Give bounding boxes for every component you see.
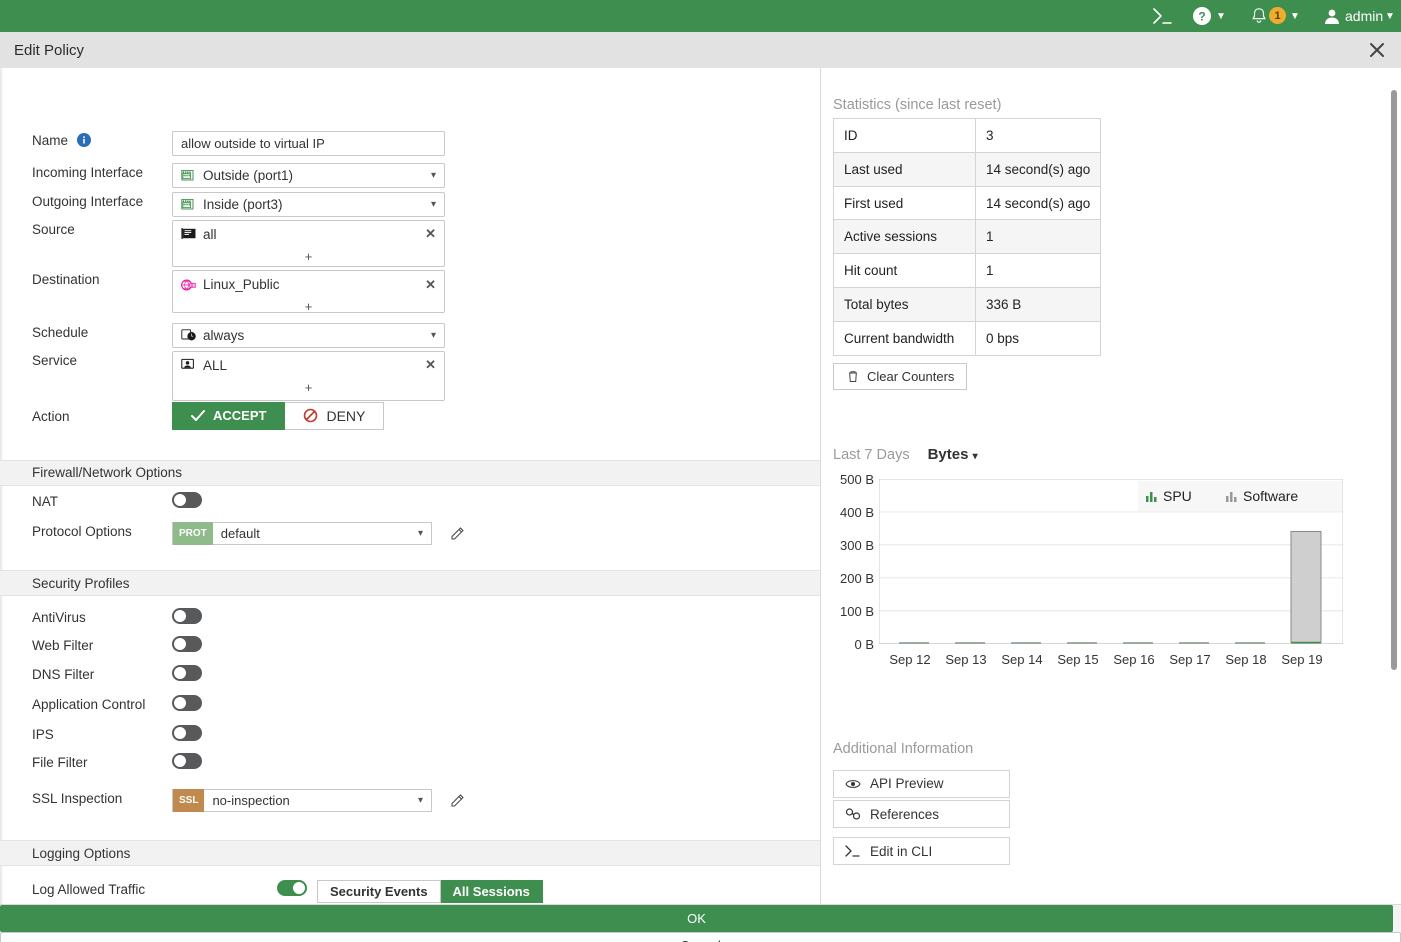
svg-text:?: ? (1198, 10, 1205, 24)
svg-text:Software: Software (1243, 488, 1298, 504)
svg-text:SPU: SPU (1163, 488, 1192, 504)
